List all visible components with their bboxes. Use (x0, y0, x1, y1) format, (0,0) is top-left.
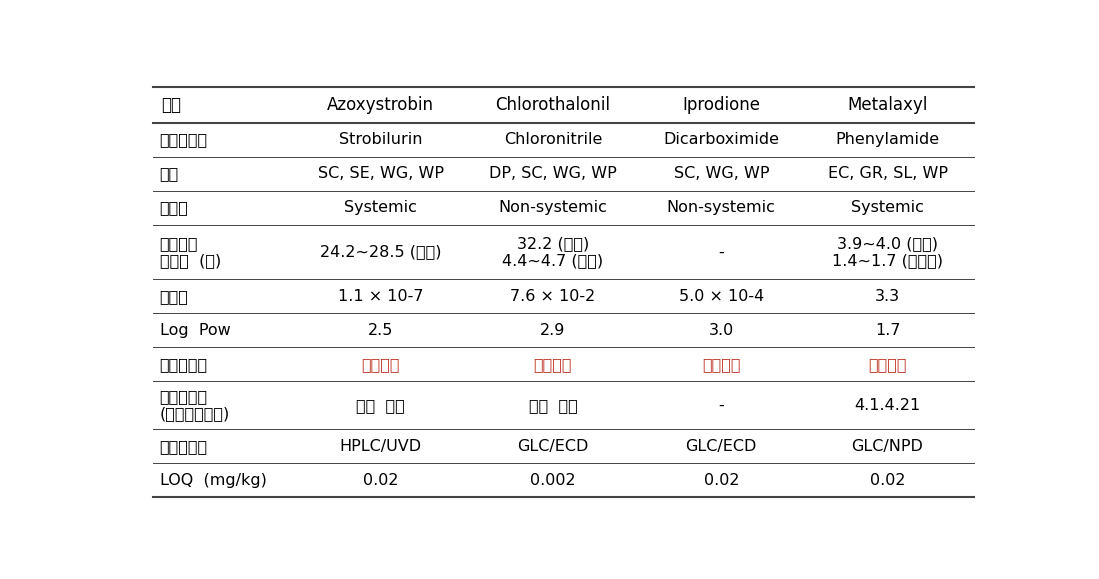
Text: GLC/ECD: GLC/ECD (518, 439, 589, 454)
Text: 0.02: 0.02 (363, 473, 398, 488)
Text: EC, GR, SL, WP: EC, GR, SL, WP (828, 166, 947, 181)
Text: GLC/ECD: GLC/ECD (686, 439, 757, 454)
Text: DP, SC, WG, WP: DP, SC, WG, WP (489, 166, 617, 181)
Text: -: - (719, 244, 724, 259)
Text: 32.2 (사과)
4.4~4.7 (포도): 32.2 (사과) 4.4~4.7 (포도) (502, 236, 603, 268)
Text: 0.02: 0.02 (703, 473, 739, 488)
Text: HPLC/UVD: HPLC/UVD (340, 439, 422, 454)
Text: 생물학적
반감기  (일): 생물학적 반감기 (일) (159, 236, 221, 268)
Text: 1.1 × 10-7: 1.1 × 10-7 (337, 289, 423, 303)
Text: 잔류분석법
(식품공전번호): 잔류분석법 (식품공전번호) (159, 389, 230, 422)
Text: 24.2~28.5 (포도): 24.2~28.5 (포도) (320, 244, 442, 259)
Text: -: - (719, 398, 724, 413)
Text: 모화합물: 모화합물 (362, 357, 400, 372)
Text: 모화합물: 모화합물 (702, 357, 741, 372)
Text: Phenylamide: Phenylamide (835, 132, 940, 147)
Text: 기기분석법: 기기분석법 (159, 439, 208, 454)
Text: Iprodione: Iprodione (682, 96, 761, 114)
Text: Chloronitrile: Chloronitrile (503, 132, 602, 147)
Text: Systemic: Systemic (344, 200, 417, 215)
Text: 모화합물: 모화합물 (534, 357, 573, 372)
Text: 1.7: 1.7 (875, 323, 900, 338)
Text: 5.0 × 10-4: 5.0 × 10-4 (679, 289, 764, 303)
Text: 2.9: 2.9 (541, 323, 566, 338)
Text: Non-systemic: Non-systemic (667, 200, 776, 215)
Text: Azoxystrobin: Azoxystrobin (328, 96, 434, 114)
Text: Log  Pow: Log Pow (159, 323, 231, 338)
Text: Metalaxyl: Metalaxyl (847, 96, 928, 114)
Text: 3.9~4.0 (고추)
1.4~1.7 (시금치): 3.9~4.0 (고추) 1.4~1.7 (시금치) (832, 236, 943, 268)
Text: 4.1.4.21: 4.1.4.21 (854, 398, 921, 413)
Text: 화합물부류: 화합물부류 (159, 132, 208, 147)
Text: Strobilurin: Strobilurin (338, 132, 422, 147)
Text: 잔류분정의: 잔류분정의 (159, 357, 208, 372)
Text: 증기압: 증기압 (159, 289, 188, 303)
Text: LOQ  (mg/kg): LOQ (mg/kg) (159, 473, 266, 488)
Text: 3.0: 3.0 (709, 323, 734, 338)
Text: 모화합물: 모화합물 (868, 357, 907, 372)
Text: 2.5: 2.5 (368, 323, 393, 338)
Text: Systemic: Systemic (851, 200, 924, 215)
Text: 0.002: 0.002 (530, 473, 576, 488)
Text: 제형: 제형 (159, 166, 179, 181)
Text: 0.02: 0.02 (869, 473, 906, 488)
Text: 특성: 특성 (162, 96, 181, 114)
Text: 고시  예정: 고시 예정 (356, 398, 404, 413)
Text: Chlorothalonil: Chlorothalonil (496, 96, 610, 114)
Text: Non-systemic: Non-systemic (499, 200, 608, 215)
Text: 침투성: 침투성 (159, 200, 188, 215)
Text: 3.3: 3.3 (875, 289, 900, 303)
Text: SC, SE, WG, WP: SC, SE, WG, WP (318, 166, 444, 181)
Text: Dicarboximide: Dicarboximide (664, 132, 779, 147)
Text: SC, WG, WP: SC, WG, WP (674, 166, 769, 181)
Text: GLC/NPD: GLC/NPD (852, 439, 923, 454)
Text: 7.6 × 10-2: 7.6 × 10-2 (510, 289, 596, 303)
Text: 고시  예정: 고시 예정 (529, 398, 577, 413)
